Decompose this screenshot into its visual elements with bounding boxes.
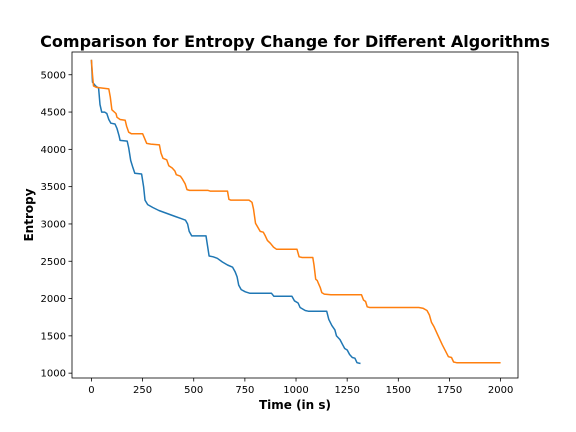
y-tick-label: 3500 [41, 182, 66, 193]
x-tick-label: 1000 [283, 385, 308, 396]
y-tick-label: 4500 [41, 108, 66, 119]
x-tick-label: 1500 [386, 385, 411, 396]
x-tick-label: 750 [235, 385, 254, 396]
x-tick-label: 250 [133, 385, 152, 396]
x-axis-label: Time (in s) [259, 398, 331, 412]
y-axis-label: Entropy [22, 188, 36, 241]
y-tick-label: 4000 [41, 145, 66, 156]
x-tick-label: 1750 [437, 385, 462, 396]
y-tick-label: 1000 [41, 369, 66, 380]
x-tick-label: 500 [184, 385, 203, 396]
y-tick-label: 3000 [41, 219, 66, 230]
x-tick-label: 1250 [334, 385, 359, 396]
y-tick-label: 1500 [41, 331, 66, 342]
chart-title: Comparison for Entropy Change for Differ… [40, 32, 550, 51]
y-tick-label: 5000 [41, 70, 66, 81]
y-tick-label: 2500 [41, 257, 66, 268]
y-tick-label: 2000 [41, 294, 66, 305]
x-tick-label: 2000 [488, 385, 513, 396]
x-tick-label: 0 [88, 385, 94, 396]
